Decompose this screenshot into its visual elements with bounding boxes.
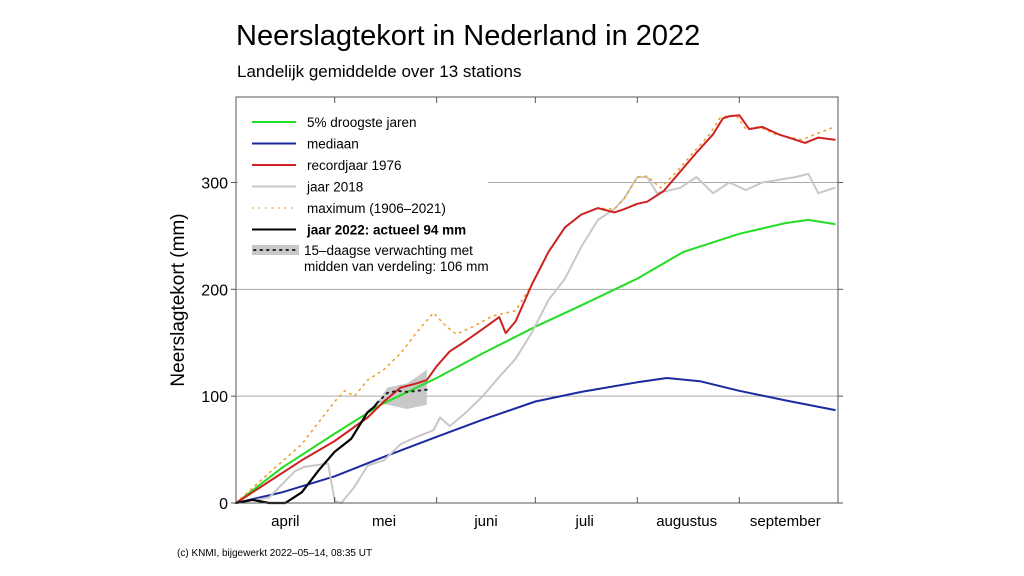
series-line-4 bbox=[235, 114, 836, 504]
series-line-2 bbox=[235, 172, 836, 504]
y-tick-label: 0 bbox=[219, 496, 228, 513]
chart-title: Neerslagtekort in Nederland in 2022 bbox=[236, 20, 701, 52]
legend-label: maximum (1906–2021) bbox=[307, 201, 446, 216]
legend-label: jaar 2018 bbox=[306, 180, 363, 195]
plot-frame bbox=[235, 96, 839, 504]
legend-label: mediaan bbox=[307, 137, 359, 152]
series-line-5 bbox=[234, 401, 379, 505]
x-tick-label: augustus bbox=[656, 513, 717, 530]
y-axis-label: Neerslagtekort (mm) bbox=[168, 213, 189, 386]
series-line-1 bbox=[235, 377, 836, 504]
y-tick-label: 200 bbox=[201, 282, 228, 299]
y-tick-label: 100 bbox=[201, 389, 228, 406]
legend-label: 5% droogste jaren bbox=[307, 115, 417, 130]
y-tick-label: 300 bbox=[201, 175, 228, 192]
legend-label: recordjaar 1976 bbox=[307, 158, 402, 173]
legend-label: 15–daagse verwachting met bbox=[304, 243, 473, 258]
forecast-band bbox=[377, 369, 427, 409]
x-tick-label: juli bbox=[575, 513, 594, 530]
x-tick-label: april bbox=[271, 513, 299, 530]
x-tick-label: september bbox=[750, 513, 821, 530]
series-line-0 bbox=[235, 218, 836, 504]
legend-label: jaar 2022: actueel 94 mm bbox=[306, 223, 466, 238]
legend-label: midden van verdeling: 106 mm bbox=[304, 259, 489, 274]
footer-credit: (c) KNMI, bijgewerkt 2022–05–14, 08:35 U… bbox=[177, 548, 373, 559]
series-line-3 bbox=[235, 114, 836, 504]
x-tick-label: mei bbox=[372, 513, 396, 530]
chart-subtitle: Landelijk gemiddelde over 13 stations bbox=[237, 62, 522, 81]
x-tick-label: juni bbox=[473, 513, 497, 530]
forecast-median-line bbox=[376, 388, 428, 404]
